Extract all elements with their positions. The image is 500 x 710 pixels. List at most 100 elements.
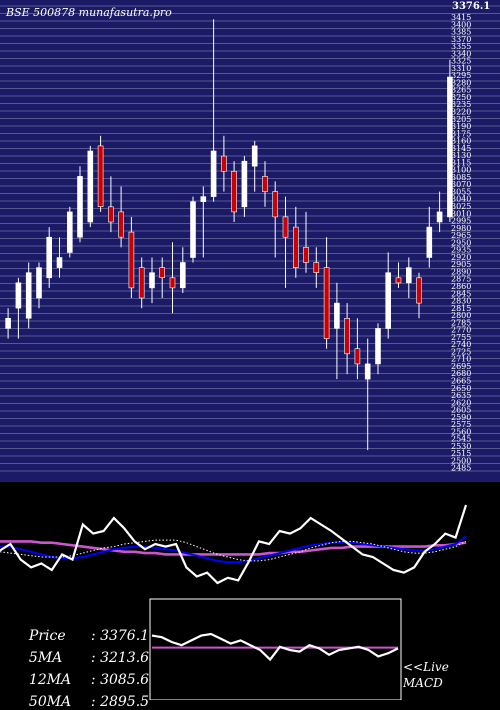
candle-body-up: [405, 267, 412, 284]
price-tick-label: 2695: [451, 362, 471, 371]
price-tick-label: 2620: [451, 398, 471, 407]
price-tick-label: 2485: [451, 464, 471, 473]
stat-50ma-value: : 2895.5: [90, 694, 150, 710]
candle: [334, 282, 340, 380]
candle-body-down: [303, 247, 309, 263]
stat-5ma-value: : 3213.6: [90, 650, 150, 666]
candle-body-up: [87, 150, 94, 223]
candle-body-up: [364, 363, 371, 380]
candle: [87, 145, 94, 228]
candle: [46, 227, 53, 288]
price-tick-label: 2920: [451, 253, 471, 262]
candle: [118, 186, 124, 248]
candle: [416, 272, 422, 319]
price-tick-label: 3265: [451, 86, 471, 95]
candle-body-up: [334, 302, 340, 329]
candle: [323, 237, 330, 349]
macd-lines: [151, 632, 399, 662]
price-axis: 3415340033853370335533403325331032953280…: [451, 13, 471, 473]
price-tick-label: 2770: [451, 326, 471, 335]
price-tick-label: 3355: [451, 42, 471, 51]
candle: [159, 257, 165, 298]
price-tick-label: 3325: [451, 57, 471, 66]
price-tick-label: 2680: [451, 369, 471, 378]
candle-body-down: [262, 176, 268, 192]
candle-body-up: [180, 262, 186, 289]
candle: [108, 176, 114, 233]
price-tick-label: 2830: [451, 297, 471, 306]
stat-12ma-label: 12MA: [28, 672, 72, 688]
price-tick-label: 2905: [451, 260, 471, 269]
candle: [221, 135, 227, 192]
candle: [272, 181, 279, 258]
macd-line-white: [151, 632, 399, 662]
candle: [128, 216, 135, 298]
price-tick-label: 3145: [451, 144, 471, 153]
price-tick-label: 2515: [451, 449, 471, 458]
candle: [251, 140, 258, 192]
chart-watermark: BSE 500878 munafasutra.pro: [5, 6, 172, 19]
candle-body-up: [56, 257, 63, 268]
price-tick-label: 2530: [451, 442, 471, 451]
candle-body-down: [138, 267, 145, 299]
price-tick-label: 3205: [451, 115, 471, 124]
price-axis-top-label: 3376.1: [452, 1, 490, 12]
oscillator-line-white-dotted: [0, 539, 467, 562]
candle: [303, 211, 309, 273]
candle-body-up: [447, 76, 453, 218]
stat-5ma-label: 5MA: [28, 650, 63, 666]
price-tick-label: 2665: [451, 377, 471, 386]
candle-body-up: [67, 211, 73, 253]
price-tick-label: 2710: [451, 355, 471, 364]
candle: [169, 242, 176, 314]
price-tick-label: 2500: [451, 457, 471, 466]
macd-caption-live[interactable]: <<Live: [403, 660, 449, 674]
candle-body-down: [128, 231, 135, 289]
price-tick-label: 2860: [451, 282, 471, 291]
price-tick-label: 3295: [451, 71, 471, 80]
price-tick-label: 2650: [451, 384, 471, 393]
indicator-panel: [0, 482, 500, 700]
candle-body-up: [426, 226, 433, 258]
price-tick-label: 2785: [451, 318, 471, 327]
candle-body-down: [169, 277, 176, 289]
price-tick-label: 3340: [451, 49, 471, 58]
oscillator-line-white: [0, 504, 468, 585]
candle: [282, 196, 289, 288]
candle: [354, 318, 361, 380]
price-tick-label: 3220: [451, 108, 471, 117]
candle: [190, 196, 196, 263]
candle-body-down: [231, 171, 237, 213]
price-tick-label: 3400: [451, 20, 471, 29]
candle: [210, 19, 217, 202]
price-tick-label: 3310: [451, 64, 471, 73]
candle: [138, 257, 145, 309]
candle: [395, 262, 402, 288]
candle-body-down: [354, 348, 361, 365]
price-tick-label: 2815: [451, 304, 471, 313]
price-tick-label: 2755: [451, 333, 471, 342]
candle: [364, 338, 371, 451]
candle-body-up: [77, 176, 83, 238]
price-tick-label: 2635: [451, 391, 471, 400]
price-tick-label: 3055: [451, 188, 471, 197]
candle-body-up: [200, 196, 207, 203]
stat-price-value: : 3376.1: [90, 628, 150, 644]
candle: [5, 308, 11, 339]
candle: [200, 186, 207, 258]
candle-body-down: [344, 317, 350, 355]
candle: [405, 257, 412, 298]
candle: [426, 206, 433, 268]
candle: [344, 303, 350, 375]
price-chart: 3415340033853370335533403325331032953280…: [0, 0, 500, 482]
candle: [231, 161, 237, 222]
candlesticks: [5, 19, 453, 451]
price-tick-label: 3415: [451, 13, 471, 22]
price-tick-label: 2575: [451, 420, 471, 429]
price-tick-label: 3070: [451, 180, 471, 189]
candle-body-down: [159, 267, 165, 279]
candle-body-up: [210, 150, 217, 197]
candle-body-down: [118, 211, 124, 238]
candle: [313, 247, 320, 288]
price-tick-label: 2740: [451, 340, 471, 349]
